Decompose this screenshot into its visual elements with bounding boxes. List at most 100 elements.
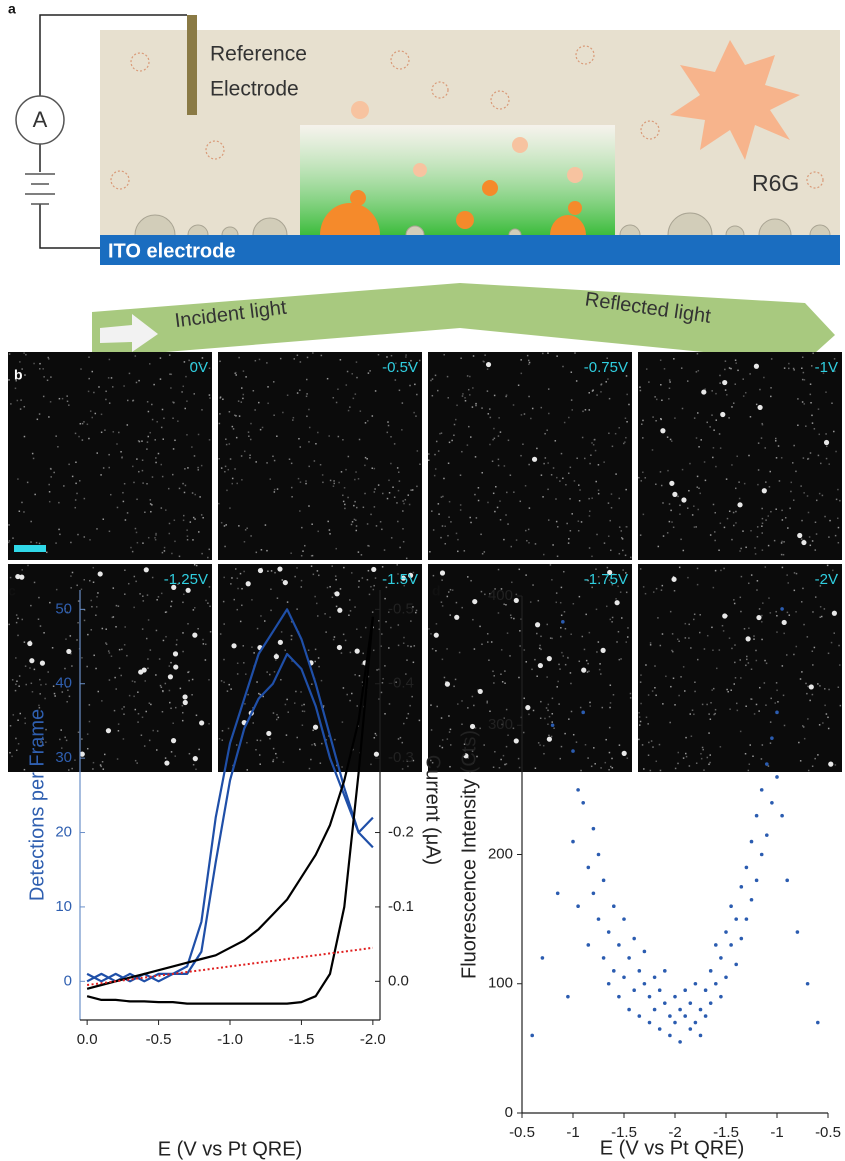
bright-spot <box>141 667 147 673</box>
noise-dot <box>556 355 558 357</box>
noise-dot <box>769 742 772 744</box>
noise-dot <box>761 517 764 520</box>
noise-dot <box>546 429 548 431</box>
frame: -1V <box>638 352 842 560</box>
noise-dot <box>742 530 744 532</box>
bright-spot <box>273 653 279 660</box>
scatter-point <box>683 988 687 993</box>
bright-spot <box>761 488 767 494</box>
noise-dot <box>711 390 713 392</box>
noise-dot <box>709 426 711 428</box>
noise-dot <box>102 467 105 469</box>
noise-dot <box>164 682 167 685</box>
noise-dot <box>801 671 803 673</box>
bright-spot <box>231 643 237 649</box>
noise-dot <box>645 716 648 719</box>
bright-spot <box>373 751 380 757</box>
noise-dot <box>469 516 471 519</box>
noise-dot <box>24 722 26 725</box>
noise-dot <box>68 695 71 698</box>
noise-dot <box>573 480 576 482</box>
noise-dot <box>505 745 508 748</box>
noise-dot <box>640 674 642 676</box>
noise-dot <box>449 728 452 731</box>
noise-dot <box>110 655 113 657</box>
noise-dot <box>806 495 809 497</box>
noise-dot <box>448 441 451 444</box>
noise-dot <box>61 691 64 693</box>
noise-dot <box>51 647 54 649</box>
noise-dot <box>123 482 126 485</box>
noise-dot <box>512 404 515 406</box>
noise-dot <box>817 683 819 685</box>
noise-dot <box>249 438 252 441</box>
noise-dot <box>35 541 38 544</box>
noise-dot <box>805 682 807 685</box>
noise-dot <box>157 452 160 455</box>
noise-dot <box>145 710 147 713</box>
noise-dot <box>241 387 243 389</box>
noise-dot <box>611 616 614 619</box>
noise-dot <box>447 462 450 465</box>
noise-dot <box>496 506 499 509</box>
noise-dot <box>75 461 77 464</box>
noise-dot <box>704 388 706 390</box>
bright-spot <box>173 664 179 670</box>
noise-dot <box>128 694 131 697</box>
noise-dot <box>703 461 706 463</box>
noise-dot <box>226 690 229 692</box>
noise-dot <box>83 536 86 538</box>
noise-dot <box>731 647 733 650</box>
noise-dot <box>824 515 826 518</box>
noise-dot <box>659 359 662 362</box>
noise-dot <box>300 586 303 588</box>
noise-dot <box>60 729 62 731</box>
noise-dot <box>161 710 164 713</box>
noise-dot <box>254 359 257 362</box>
noise-dot <box>834 764 837 766</box>
noise-dot <box>207 602 209 604</box>
noise-dot <box>124 519 127 521</box>
noise-dot <box>668 387 671 389</box>
noise-dot <box>30 541 32 543</box>
frame-bg <box>638 352 842 560</box>
noise-dot <box>88 356 90 358</box>
frame: -2V <box>638 564 842 772</box>
wire <box>39 14 187 96</box>
noise-dot <box>800 601 803 603</box>
scatter-point <box>708 1001 713 1005</box>
noise-dot <box>500 649 503 651</box>
noise-dot <box>697 369 700 372</box>
noise-dot <box>638 738 640 741</box>
noise-dot <box>489 443 491 446</box>
noise-dot <box>768 597 770 599</box>
noise-dot <box>174 540 176 543</box>
noise-dot <box>286 394 289 397</box>
noise-dot <box>331 596 334 599</box>
noise-dot <box>262 695 265 698</box>
noise-dot <box>836 573 838 576</box>
noise-dot <box>802 726 805 728</box>
noise-dot <box>195 768 197 771</box>
noise-dot <box>36 418 39 421</box>
noise-dot <box>597 575 600 578</box>
noise-dot <box>201 357 204 359</box>
scatter-point <box>673 994 677 999</box>
noise-dot <box>47 671 49 673</box>
noise-dot <box>234 414 236 416</box>
noise-dot <box>142 600 145 602</box>
noise-dot <box>290 552 292 554</box>
noise-dot <box>245 376 247 378</box>
noise-dot <box>150 510 152 513</box>
noise-dot <box>249 454 251 457</box>
noise-dot <box>547 462 549 464</box>
potential-label: -1.25V <box>164 571 208 588</box>
noise-dot <box>108 358 111 361</box>
noise-dot <box>611 767 614 769</box>
noise-dot <box>251 646 253 648</box>
noise-dot <box>197 433 200 436</box>
noise-dot <box>731 464 733 466</box>
noise-dot <box>142 595 144 597</box>
noise-dot <box>102 518 105 520</box>
noise-dot <box>605 574 607 576</box>
